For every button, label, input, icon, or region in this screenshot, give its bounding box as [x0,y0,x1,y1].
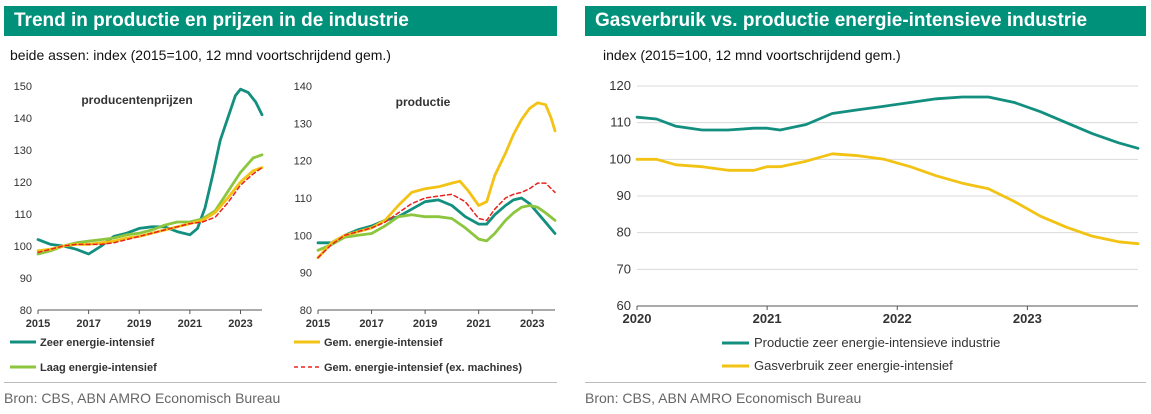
right-source: Bron: CBS, ABN AMRO Economisch Bureau [585,390,861,406]
x-tick-label: 2021 [753,311,782,326]
y-tick-label: 70 [617,261,631,276]
series-line [637,154,1138,244]
y-tick-label: 100 [609,151,631,166]
y-tick-label: 120 [609,78,631,93]
x-tick-label: 2023 [1013,311,1042,326]
legend-label: Productie zeer energie-intensieve indust… [754,335,1000,350]
x-tick-label: 2020 [623,311,652,326]
y-tick-label: 110 [610,115,631,130]
left-source: Bron: CBS, ABN AMRO Economisch Bureau [4,390,280,406]
y-tick-label: 80 [617,225,631,240]
y-tick-label: 90 [617,188,631,203]
x-tick-label: 2022 [883,311,912,326]
right-source-rule [585,382,1146,383]
legend-label: Gasverbruik zeer energie-intensief [754,358,953,373]
